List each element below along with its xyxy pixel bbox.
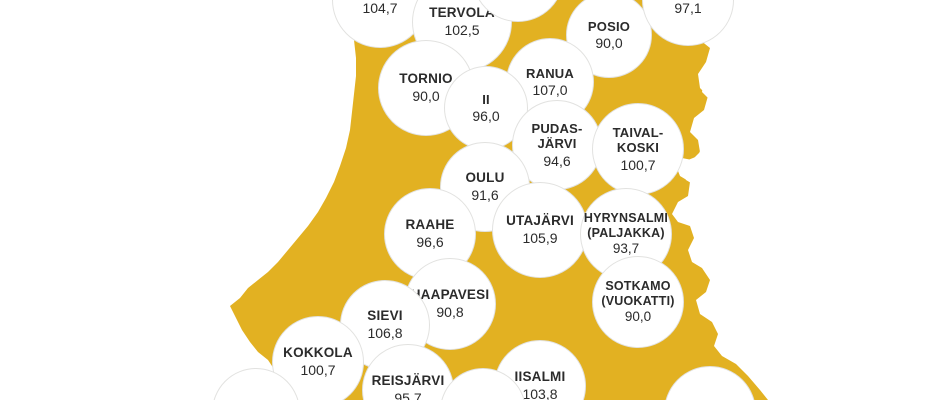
station-value: 100,7 bbox=[620, 156, 656, 173]
station-name: RANUA bbox=[526, 65, 574, 81]
station-value: 91,6 bbox=[471, 187, 499, 204]
station-bubble-taivalkoski[interactable]: TAIVAL- KOSKI 100,7 bbox=[592, 103, 684, 195]
station-name: IISALMI bbox=[514, 369, 566, 385]
station-name: HAAPAVESI bbox=[410, 287, 490, 303]
station-bubble-pudasjarvi[interactable]: PUDAS- JÄRVI 94,6 bbox=[512, 100, 602, 190]
station-value: 90,0 bbox=[412, 88, 440, 105]
station-sublabel: (PALJAKKA) bbox=[587, 225, 665, 240]
station-value: 90,0 bbox=[624, 309, 652, 325]
station-name: TORNIO bbox=[399, 71, 453, 87]
station-value: 93,7 bbox=[612, 241, 640, 257]
station-value: 100,7 bbox=[300, 362, 336, 379]
station-value: 95,7 bbox=[394, 390, 422, 400]
station-name: SIEVI bbox=[367, 308, 403, 324]
station-value: 94,6 bbox=[543, 152, 571, 169]
station-value: 104,7 bbox=[362, 0, 398, 16]
station-name: OULU bbox=[465, 170, 505, 186]
finland-east-border-detail bbox=[682, 0, 940, 400]
station-name: UTAJÄRVI bbox=[506, 213, 574, 229]
station-name: KOKKOLA bbox=[283, 345, 353, 361]
station-bubble-utajarvi[interactable]: UTAJÄRVI 105,9 bbox=[492, 182, 588, 278]
station-name: SOTKAMO bbox=[605, 278, 671, 293]
station-value: 96,6 bbox=[416, 234, 444, 251]
station-name: HYRYNSALMI bbox=[583, 210, 669, 225]
station-value: 90,0 bbox=[595, 34, 623, 51]
station-value: 107,0 bbox=[532, 81, 568, 98]
station-name: TAIVAL- KOSKI bbox=[612, 124, 664, 156]
station-name: REISJÄRVI bbox=[371, 373, 445, 389]
station-bubble-ruka[interactable]: RUKA97,1 bbox=[642, 0, 734, 46]
station-value: 106,8 bbox=[367, 325, 403, 342]
station-value: 90,8 bbox=[436, 304, 464, 321]
station-value: 103,8 bbox=[522, 386, 558, 400]
station-value: 96,0 bbox=[472, 107, 500, 124]
station-name: TERVOLA bbox=[429, 5, 495, 21]
station-name: PUDAS- JÄRVI bbox=[531, 120, 583, 152]
station-value: 97,1 bbox=[674, 0, 702, 16]
station-name: II bbox=[482, 91, 490, 107]
station-name: POSIO bbox=[587, 18, 631, 34]
station-sublabel: (VUOKATTI) bbox=[601, 293, 675, 308]
station-bubble-sotkamo[interactable]: SOTKAMO (VUOKATTI) 90,0 bbox=[592, 256, 684, 348]
station-bubble-lieksa[interactable]: LIEKSA bbox=[664, 366, 756, 400]
station-value: 105,9 bbox=[522, 230, 558, 247]
station-value: 102,5 bbox=[444, 22, 480, 39]
station-bubble-posio[interactable]: POSIO 90,0 bbox=[566, 0, 652, 78]
station-name: RAAHE bbox=[405, 217, 455, 233]
